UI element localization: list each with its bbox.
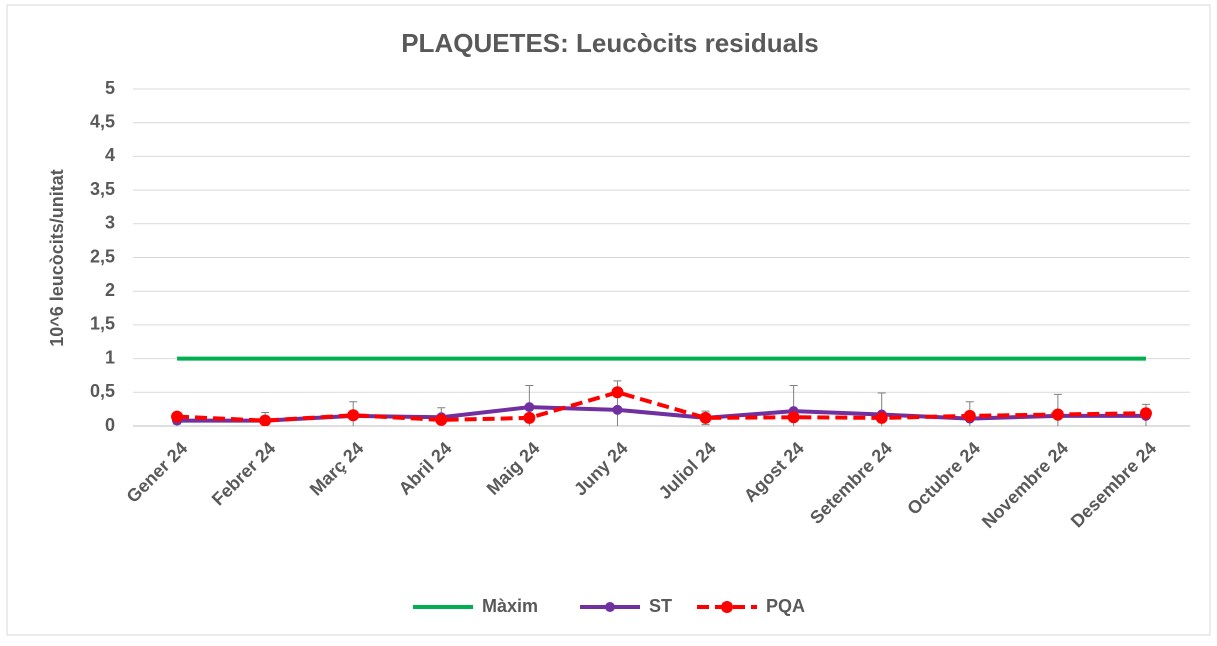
y-tick-label: 5	[105, 78, 115, 98]
plot-area	[171, 356, 1152, 426]
legend-label: ST	[649, 596, 672, 616]
marker	[435, 413, 448, 426]
legend-marker	[721, 601, 733, 613]
marker	[524, 402, 535, 413]
marker	[612, 404, 623, 415]
y-tick-label: 1	[105, 347, 115, 367]
marker	[1139, 407, 1152, 420]
y-tick-label: 0,5	[90, 381, 115, 401]
marker	[347, 409, 360, 422]
marker	[259, 414, 272, 426]
y-tick-label: 3,5	[90, 179, 115, 199]
y-tick-label: 0	[105, 415, 115, 435]
series-line	[176, 390, 1146, 423]
marker	[787, 411, 800, 424]
legend-label: PQA	[766, 596, 805, 616]
y-tick-label: 2,5	[90, 246, 115, 266]
marker	[523, 411, 536, 424]
y-tick-label: 4,5	[90, 111, 115, 131]
marker	[699, 411, 712, 424]
marker	[1051, 408, 1064, 421]
y-tick-label: 3	[105, 213, 115, 233]
y-tick-label: 4	[105, 145, 115, 165]
marker	[171, 410, 184, 423]
series-line	[177, 405, 1146, 423]
y-tick-label: 2	[105, 280, 115, 300]
chart-title: PLAQUETES: Leucòcits residuals	[401, 28, 819, 58]
y-tick-label: 1,5	[90, 314, 115, 334]
marker	[963, 409, 976, 422]
marker	[875, 411, 888, 424]
chart-border	[6, 4, 1211, 636]
marker	[611, 386, 624, 399]
y-axis-label: 10^6 leucòcits/unitat	[47, 169, 67, 347]
legend-label: Màxim	[482, 596, 538, 616]
legend-marker	[605, 602, 615, 612]
